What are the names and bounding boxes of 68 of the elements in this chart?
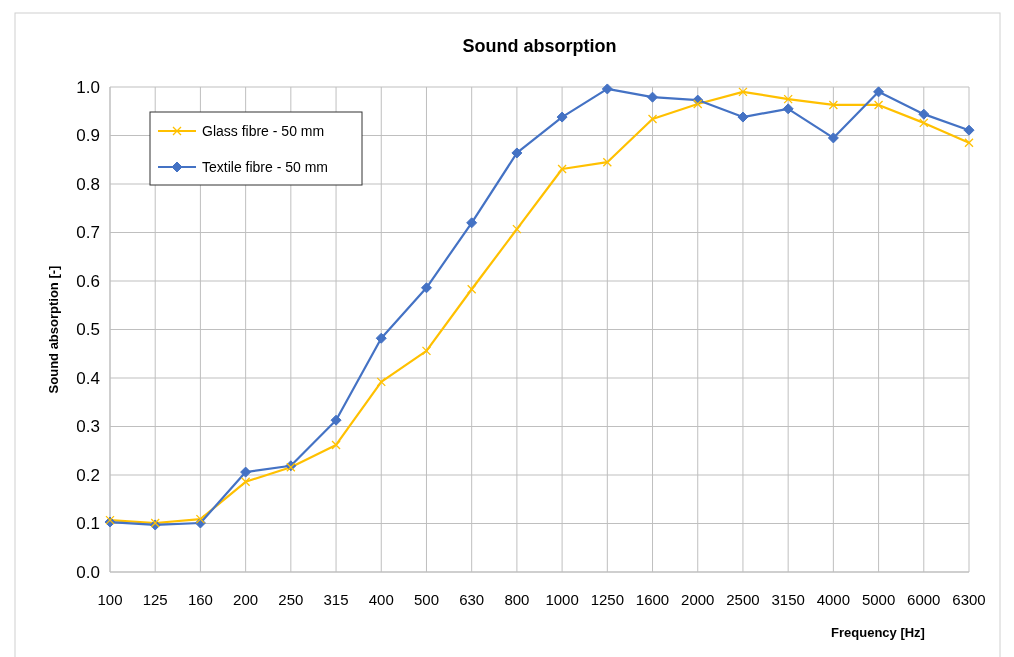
point	[873, 100, 884, 110]
y-tick-label: 0.8	[76, 174, 100, 194]
point	[738, 87, 748, 97]
point	[828, 100, 839, 110]
x-tick-label: 2000	[681, 591, 715, 608]
x-tick-label: 6000	[907, 591, 941, 608]
point	[557, 164, 567, 174]
point	[601, 83, 613, 95]
x-tick-label: 1000	[545, 591, 579, 608]
y-tick-label: 0.9	[76, 126, 100, 146]
x-axis-title: Frequency [Hz]	[831, 625, 925, 640]
point	[420, 282, 432, 294]
point	[466, 217, 478, 229]
x-tick-label: 5000	[861, 591, 896, 608]
y-axis-title: Sound absorption [-]	[46, 265, 61, 394]
point	[511, 147, 523, 159]
point	[919, 118, 929, 128]
y-tick-label: 0.4	[76, 368, 100, 388]
y-tick-label: 0.1	[76, 514, 100, 534]
y-tick-label: 1.0	[76, 77, 100, 97]
x-tick-label: 1250	[590, 591, 624, 608]
point	[330, 414, 342, 426]
x-tick-label: 4000	[816, 591, 851, 608]
x-tick-label: 250	[278, 591, 304, 608]
y-tick-label: 0.5	[76, 320, 100, 340]
y-tick-label: 0.2	[76, 465, 100, 485]
point	[195, 514, 206, 524]
point	[512, 224, 522, 234]
x-tick-label: 6300	[952, 591, 986, 608]
point	[873, 86, 885, 98]
x-tick-label: 100	[97, 591, 123, 608]
point	[375, 332, 387, 344]
y-tick-label: 0.7	[76, 223, 100, 243]
x-tick-label: 160	[187, 591, 213, 608]
legend-label: Textile fibre - 50 mm	[202, 158, 329, 175]
y-tick-label: 0.0	[76, 562, 100, 582]
point	[737, 111, 749, 123]
point	[602, 157, 612, 167]
point	[693, 99, 703, 109]
x-tick-label: 500	[413, 591, 439, 608]
x-tick-label: 315	[323, 591, 349, 608]
point	[467, 284, 477, 294]
x-tick-label: 3150	[771, 591, 805, 608]
point	[918, 108, 930, 120]
point	[783, 94, 793, 104]
x-tick-label: 200	[233, 591, 259, 608]
point	[964, 138, 974, 148]
legend-label: Glass fibre - 50 mm	[202, 122, 325, 139]
x-tick-label: 2500	[726, 591, 760, 608]
point	[647, 91, 659, 103]
point	[782, 103, 794, 115]
point	[240, 477, 251, 487]
x-tick-label: 1600	[635, 591, 670, 608]
point	[421, 346, 432, 356]
point	[963, 124, 975, 136]
point	[647, 114, 658, 124]
point	[827, 132, 839, 144]
chart-title: Sound absorption	[462, 36, 617, 56]
x-tick-label: 630	[459, 591, 485, 608]
x-tick-label: 400	[368, 591, 394, 608]
y-tick-label: 0.3	[76, 417, 100, 437]
y-tick-label: 0.6	[76, 271, 100, 291]
x-tick-label: 125	[142, 591, 168, 608]
point	[376, 377, 386, 387]
point	[240, 466, 252, 478]
point	[331, 440, 341, 450]
x-tick-label: 800	[504, 591, 530, 608]
point	[556, 111, 568, 123]
